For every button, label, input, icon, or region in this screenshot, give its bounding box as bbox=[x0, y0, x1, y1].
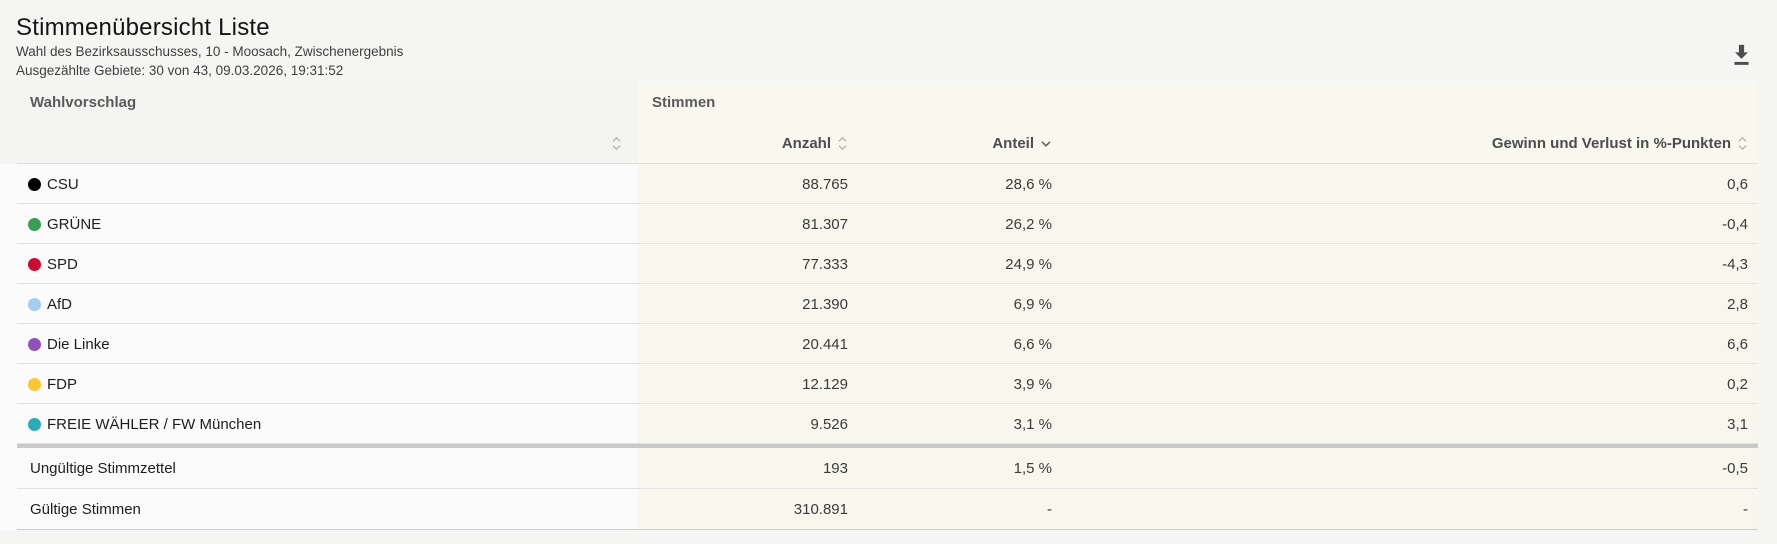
sort-header-anteil[interactable]: Anteil bbox=[848, 135, 1052, 152]
votes-count-cell: 21.390 bbox=[802, 295, 848, 313]
votes-overview-table: Wahlvorschlag Stimmen Anzahl bbox=[0, 81, 1758, 530]
party-color-dot bbox=[28, 177, 41, 191]
vote-share-cell: 6,6 % bbox=[1013, 335, 1052, 353]
vote-share-cell: - bbox=[1047, 501, 1052, 518]
gain-loss-cell: 3,1 bbox=[1727, 415, 1748, 433]
vote-share-cell: 3,9 % bbox=[1013, 375, 1052, 393]
party-color-dot bbox=[28, 217, 41, 231]
party-color-dot bbox=[28, 337, 41, 351]
table-row: CSU 88.765 28,6 % 0,6 bbox=[0, 164, 1758, 204]
gain-loss-cell: 2,8 bbox=[1727, 295, 1748, 313]
vote-share-cell: 26,2 % bbox=[1005, 215, 1052, 233]
table-row: FREIE WÄHLER / FW München 9.526 3,1 % 3,… bbox=[0, 404, 1758, 444]
column-label-anzahl: Anzahl bbox=[781, 135, 831, 152]
summary-divider bbox=[17, 444, 1758, 448]
party-cell: SPD bbox=[0, 256, 638, 273]
election-subtitle: Wahl des Bezirksausschusses, 10 - Moosac… bbox=[16, 44, 404, 59]
party-name: Die Linke bbox=[47, 335, 110, 353]
vote-share-cell: 3,1 % bbox=[1013, 415, 1052, 433]
table-row: SPD 77.333 24,9 % -4,3 bbox=[0, 244, 1758, 284]
column-label-anteil: Anteil bbox=[992, 135, 1034, 152]
votes-count-cell: 193 bbox=[822, 460, 848, 477]
party-cell: FREIE WÄHLER / FW München bbox=[0, 416, 638, 433]
party-color-dot bbox=[28, 297, 41, 311]
gain-loss-cell: - bbox=[1743, 501, 1748, 518]
party-name: GRÜNE bbox=[47, 215, 102, 233]
party-cell: Die Linke bbox=[0, 336, 638, 353]
sort-header-gewinn-verlust[interactable]: Gewinn und Verlust in %-Punkten bbox=[1052, 135, 1758, 152]
summary-label: Gültige Stimmen bbox=[30, 501, 141, 518]
party-color-dot bbox=[28, 257, 41, 271]
sort-updown-icon bbox=[837, 136, 848, 151]
download-icon bbox=[1729, 42, 1754, 72]
votes-count-cell: 310.891 bbox=[793, 501, 848, 518]
column-label-gewinn-verlust: Gewinn und Verlust in %-Punkten bbox=[1491, 135, 1731, 152]
gain-loss-cell: 6,6 bbox=[1727, 335, 1748, 353]
gain-loss-cell: -4,3 bbox=[1722, 255, 1748, 273]
table-row-invalid-ballots: Ungültige Stimmzettel 193 1,5 % -0,5 bbox=[0, 448, 1758, 489]
gain-loss-cell: 0,2 bbox=[1727, 375, 1748, 393]
party-name: AfD bbox=[47, 295, 73, 313]
party-cell: CSU bbox=[0, 176, 638, 193]
table-row: GRÜNE 81.307 26,2 % -0,4 bbox=[0, 204, 1758, 244]
page-header: Stimmenübersicht Liste Wahl des Bezirksa… bbox=[0, 0, 1777, 81]
gain-loss-cell: -0,4 bbox=[1722, 215, 1748, 233]
vote-share-cell: 1,5 % bbox=[1013, 460, 1052, 477]
table-row: AfD 21.390 6,9 % 2,8 bbox=[0, 284, 1758, 324]
counted-areas-status: Ausgezählte Gebiete: 30 von 43, 09.03.20… bbox=[16, 63, 344, 78]
sort-updown-icon bbox=[1737, 136, 1748, 151]
table-body: CSU 88.765 28,6 % 0,6 GRÜNE 81.307 26,2 … bbox=[0, 164, 1758, 530]
votes-count-cell: 9.526 bbox=[810, 415, 848, 433]
summary-label: Ungültige Stimmzettel bbox=[30, 460, 176, 477]
table-row: FDP 12.129 3,9 % 0,2 bbox=[0, 364, 1758, 404]
party-cell: FDP bbox=[0, 376, 638, 393]
party-color-dot bbox=[28, 377, 41, 391]
sort-updown-icon bbox=[611, 136, 622, 151]
vote-share-cell: 6,9 % bbox=[1013, 295, 1052, 313]
party-name: FDP bbox=[47, 375, 77, 393]
party-name: FREIE WÄHLER / FW München bbox=[47, 415, 262, 433]
page-title: Stimmenübersicht Liste bbox=[16, 14, 270, 41]
sort-header-wahlvorschlag[interactable] bbox=[0, 136, 638, 151]
gain-loss-cell: -0,5 bbox=[1722, 460, 1748, 477]
votes-count-cell: 12.129 bbox=[802, 375, 848, 393]
table-header: Wahlvorschlag Stimmen Anzahl bbox=[0, 81, 1758, 164]
group-header-stimmen: Stimmen bbox=[652, 93, 716, 111]
party-name: CSU bbox=[47, 175, 79, 193]
vote-share-cell: 24,9 % bbox=[1005, 255, 1052, 273]
party-cell: GRÜNE bbox=[0, 216, 638, 233]
chevron-down-icon bbox=[1040, 140, 1052, 148]
download-button[interactable] bbox=[1726, 42, 1756, 72]
vote-share-cell: 28,6 % bbox=[1005, 175, 1052, 193]
votes-count-cell: 88.765 bbox=[802, 175, 848, 193]
party-name: SPD bbox=[47, 255, 78, 273]
votes-count-cell: 81.307 bbox=[802, 215, 848, 233]
party-color-dot bbox=[28, 417, 41, 431]
party-cell: AfD bbox=[0, 296, 638, 313]
votes-count-cell: 20.441 bbox=[802, 335, 848, 353]
sort-header-anzahl[interactable]: Anzahl bbox=[638, 135, 848, 152]
gain-loss-cell: 0,6 bbox=[1727, 175, 1748, 193]
votes-count-cell: 77.333 bbox=[802, 255, 848, 273]
table-row: Die Linke 20.441 6,6 % 6,6 bbox=[0, 324, 1758, 364]
table-row-valid-votes: Gültige Stimmen 310.891 - - bbox=[0, 489, 1758, 530]
group-header-wahlvorschlag: Wahlvorschlag bbox=[30, 93, 137, 111]
